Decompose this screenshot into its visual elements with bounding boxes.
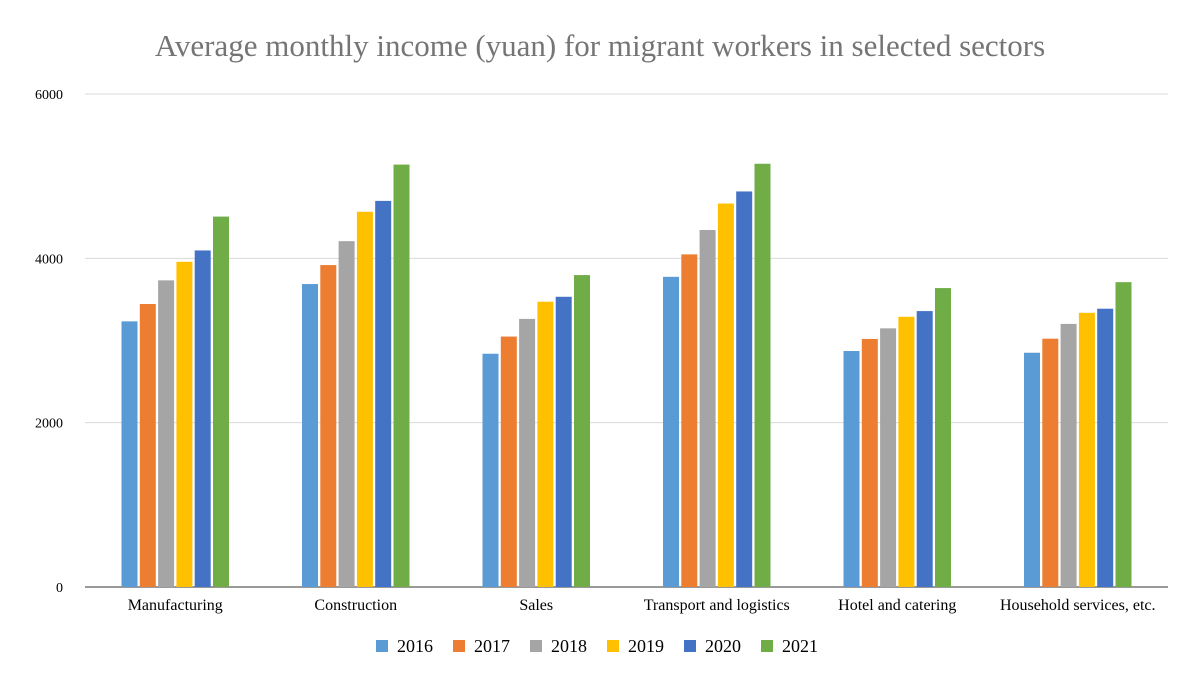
legend-label: 2018 (551, 636, 587, 656)
legend-label: 2021 (782, 636, 818, 656)
x-category-label: Sales (519, 597, 553, 614)
bar (500, 336, 517, 587)
y-axis-ticks: 0 2000 4000 6000 (35, 88, 63, 596)
y-tick-label: 6000 (35, 88, 63, 103)
bar (916, 311, 933, 587)
bar (861, 338, 878, 587)
legend-swatch (530, 640, 542, 652)
legend-swatch (684, 640, 696, 652)
bar (681, 254, 698, 587)
bar (121, 321, 138, 587)
bar (519, 318, 536, 587)
bar (302, 284, 318, 587)
bar (356, 211, 373, 588)
bar (736, 191, 753, 588)
legend-label: 2020 (705, 636, 741, 656)
legend-swatch (376, 640, 388, 652)
legend-label: 2017 (474, 636, 510, 656)
bar (843, 351, 860, 587)
bar (880, 328, 897, 587)
legend-label: 2019 (628, 636, 664, 656)
bar (663, 276, 679, 587)
bar (1042, 338, 1059, 587)
x-axis-categories: Manufacturing Construction Sales Transport … (128, 597, 1156, 614)
bar (717, 203, 734, 587)
y-tick-label: 2000 (35, 417, 63, 432)
bar (375, 200, 392, 587)
bar (1078, 312, 1095, 587)
bar (574, 275, 590, 587)
bar (537, 301, 554, 587)
legend: 2016 2017 2018 2019 2020 2021 (376, 636, 818, 656)
bar (555, 296, 572, 587)
gridlines (85, 93, 1168, 588)
legend-swatch (761, 640, 773, 652)
bar (194, 250, 211, 588)
x-category-label: Construction (314, 597, 397, 614)
bar (898, 316, 915, 587)
bar (1097, 308, 1114, 587)
bar (1060, 323, 1077, 587)
legend-swatch (453, 640, 465, 652)
legend-label: 2016 (397, 636, 433, 656)
x-category-label: Transport and logistics (644, 597, 790, 614)
bar (320, 265, 337, 587)
x-category-label: Household services, etc. (1000, 597, 1156, 614)
x-category-label: Manufacturing (128, 597, 223, 614)
bar (158, 280, 175, 587)
bar (1115, 282, 1132, 587)
x-category-label: Hotel and catering (838, 597, 956, 614)
bars (121, 163, 1132, 588)
y-tick-label: 4000 (35, 252, 63, 267)
bar (176, 261, 193, 587)
legend-swatch (607, 640, 619, 652)
bar (338, 241, 355, 587)
bar (482, 353, 499, 587)
y-tick-label: 0 (56, 581, 63, 596)
bar (754, 163, 771, 587)
bar (935, 288, 951, 587)
chart-title: Average monthly income (yuan) for migran… (155, 28, 1045, 63)
bar (213, 216, 229, 588)
bar (139, 304, 156, 587)
bar (699, 229, 716, 587)
bar (1024, 352, 1040, 587)
bar (393, 164, 410, 587)
